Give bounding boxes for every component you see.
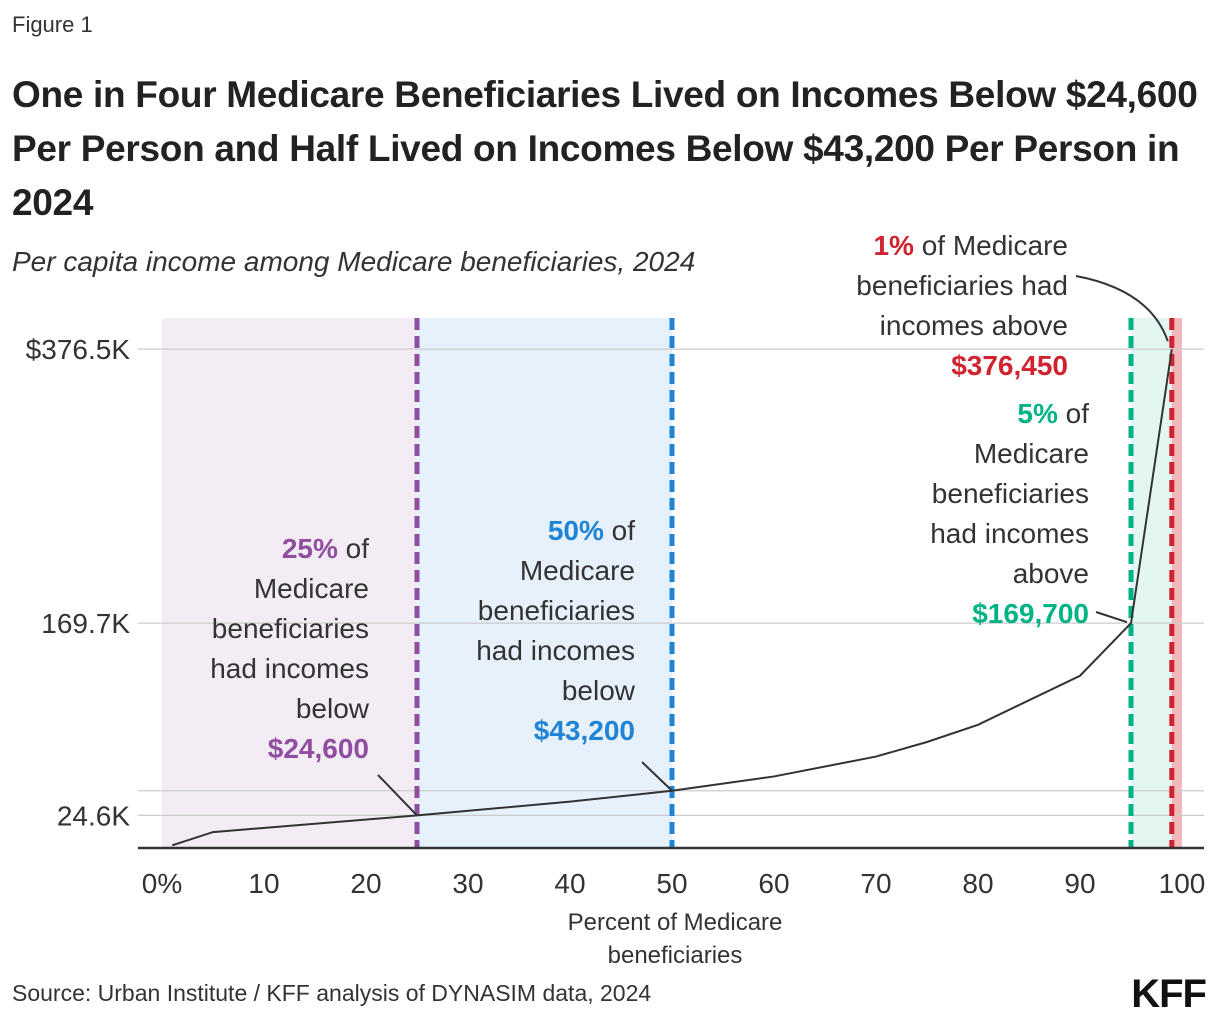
annotation-text: above [1012,558,1089,589]
annotation-pct: 1% [873,230,914,261]
annotation-value: $376,450 [951,350,1068,381]
x-tick-label: 20 [350,868,381,899]
y-tick-label: 169.7K [41,608,130,639]
x-axis-label: Percent of Medicare beneficiaries [567,909,783,969]
leader-line-50 [641,761,673,792]
leader-line-25 [377,774,418,817]
x-tick-label: 10 [248,868,279,899]
x-tick-label: 70 [860,868,891,899]
kff-logo: KFF [1131,972,1207,1016]
x-tick-label: 40 [554,868,585,899]
annotation-value: $24,600 [267,733,369,764]
chart-title: One in Four Medicare Beneficiaries Lived… [12,74,1198,223]
annotation-pct: 50% [547,515,604,546]
annotation-value: $43,200 [533,715,635,746]
annotation-text: below [561,675,635,706]
annotation-99: 1% of Medicare beneficiaries had incomes… [856,226,1068,386]
x-tick-label: 30 [452,868,483,899]
leader-line-95 [1095,611,1128,624]
income-line [171,349,1173,847]
shaded-band [417,318,672,848]
annotation-text: Medicare [253,573,369,604]
annotation-text: beneficiaries had [856,270,1068,301]
annotation-text: of [337,533,369,564]
y-tick-label: $376.5K [26,334,131,365]
annotation-text: incomes above [879,310,1068,341]
annotation-text: beneficiaries [211,613,369,644]
annotation-text: had incomes [930,518,1089,549]
annotation-text: beneficiaries [931,478,1089,509]
annotation-text: of [1057,398,1089,429]
shaded-band [1171,318,1182,848]
annotation-text: Medicare [973,438,1089,469]
x-tick-label: 100 [1159,868,1206,899]
leader-line-99 [1075,275,1169,342]
annotation-text: below [295,693,369,724]
annotation-text: had incomes [476,635,635,666]
x-tick-label: 0% [142,868,182,899]
annotation-50: 50% of Medicare beneficiaries had income… [476,511,635,751]
annotation-95: 5% of Medicare beneficiaries had incomes… [930,394,1089,634]
x-tick-label: 80 [962,868,993,899]
annotation-text: Medicare [519,555,635,586]
source-note: Source: Urban Institute / KFF analysis o… [12,980,652,1006]
annotation-text: beneficiaries [477,595,635,626]
x-tick-label: 90 [1064,868,1095,899]
x-tick-label: 50 [656,868,687,899]
annotation-pct: 5% [1017,398,1058,429]
annotation-text: of [603,515,635,546]
annotation-text: had incomes [210,653,369,684]
annotation-text: of Medicare [913,230,1068,261]
chart-subtitle: Per capita income among Medicare benefic… [12,246,696,277]
annotation-25: 25% of Medicare beneficiaries had income… [210,529,369,769]
x-tick-label: 60 [758,868,789,899]
annotation-pct: 25% [281,533,338,564]
figure-label: Figure 1 [12,12,93,37]
shaded-band [162,318,417,848]
y-tick-label: 24.6K [57,800,130,831]
annotation-value: $169,700 [972,598,1089,629]
